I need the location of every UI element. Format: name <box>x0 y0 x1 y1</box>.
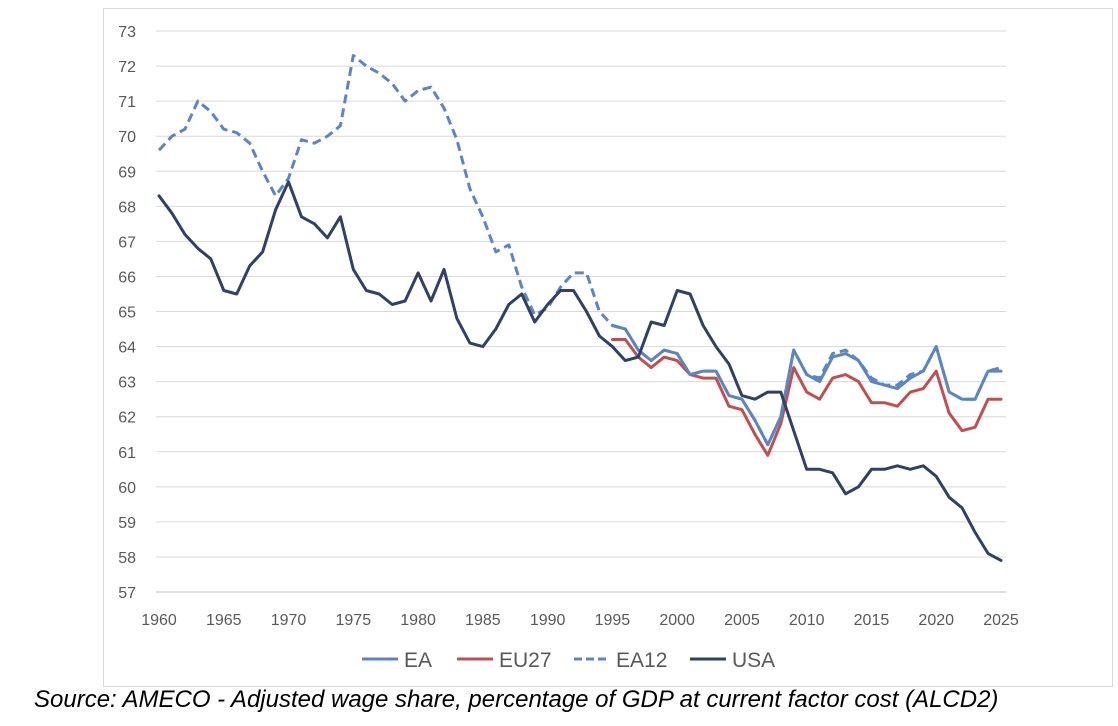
y-tick-label: 72 <box>118 59 136 76</box>
y-tick-label: 58 <box>118 550 136 567</box>
y-tick-label: 61 <box>118 445 136 462</box>
y-tick-label: 62 <box>118 410 136 427</box>
x-tick-label: 2000 <box>659 612 695 629</box>
series-line-ea12 <box>157 54 1002 447</box>
x-tick-label: 1970 <box>271 612 307 629</box>
chart-frame: 57 58 59 60 61 62 63 64 65 66 67 68 69 70 71 72 73 1960 1… <box>103 8 1113 687</box>
y-tick-label: 66 <box>118 269 136 286</box>
x-axis-tick-labels: 1960 1965 1970 1975 1980 1985 1990 1995 2000 2005… <box>141 612 1019 629</box>
y-tick-label: 57 <box>118 585 136 602</box>
y-tick-label: 64 <box>118 340 136 357</box>
y-tick-label: 67 <box>118 234 136 251</box>
series-line-ea <box>610 324 1003 447</box>
y-tick-label: 63 <box>118 375 136 392</box>
legend-label-ea: EA <box>404 649 432 672</box>
gridlines <box>156 30 1006 558</box>
series-line-eu27 <box>610 338 1003 457</box>
series-lines <box>157 54 1003 562</box>
source-caption: Source: AMECO - Adjusted wage share, per… <box>34 686 999 713</box>
x-tick-label: 1975 <box>336 612 372 629</box>
x-tick-label: 2010 <box>789 612 825 629</box>
y-axis-tick-labels: 57 58 59 60 61 62 63 64 65 66 67 68 69 70 71 72 73 <box>118 24 136 602</box>
series-line-usa <box>157 180 1003 562</box>
y-tick-label: 71 <box>118 94 136 111</box>
x-tick-label: 2020 <box>918 612 954 629</box>
x-tick-label: 1995 <box>595 612 631 629</box>
legend: EA EU27 EA12 USA <box>362 649 775 672</box>
y-tick-label: 68 <box>118 199 136 216</box>
y-tick-label: 73 <box>118 24 136 41</box>
x-tick-label: 2005 <box>724 612 760 629</box>
y-tick-label: 59 <box>118 515 136 532</box>
legend-label-eu27: EU27 <box>499 649 552 672</box>
x-tick-label: 2025 <box>983 612 1019 629</box>
x-tick-label: 1985 <box>465 612 501 629</box>
y-tick-label: 70 <box>118 129 136 146</box>
y-tick-label: 69 <box>118 164 136 181</box>
y-tick-label: 65 <box>118 305 136 322</box>
legend-label-usa: USA <box>732 649 775 672</box>
legend-label-ea12: EA12 <box>616 649 667 672</box>
x-tick-label: 1990 <box>530 612 566 629</box>
x-tick-label: 2015 <box>854 612 890 629</box>
y-tick-label: 60 <box>118 480 136 497</box>
x-tick-label: 1960 <box>141 612 177 629</box>
x-tick-label: 1965 <box>206 612 242 629</box>
x-tick-label: 1980 <box>400 612 436 629</box>
